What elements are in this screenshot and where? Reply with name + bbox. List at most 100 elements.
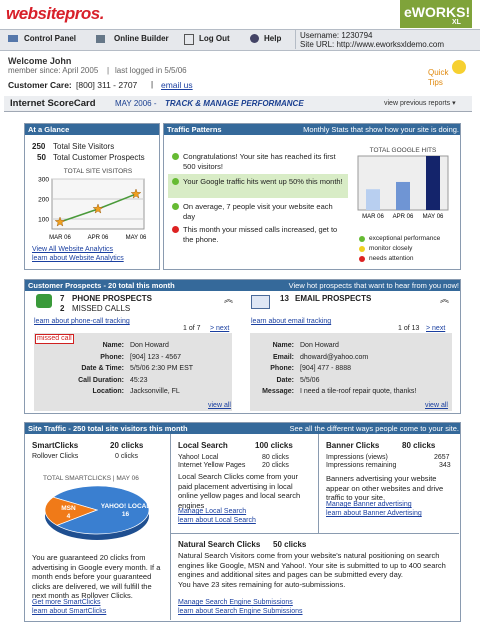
care-phone: [800] 311 - 2707 [76,80,138,90]
slice-label: MSN [61,505,76,512]
bar [396,181,410,210]
link[interactable]: View All Website Analytics [32,246,114,253]
traffic-item: Your Google traffic hits went up 50% thi… [183,177,343,186]
field-label: Location: [92,388,125,395]
brand: eWORKS! [404,4,471,20]
view-all[interactable]: view all [425,402,448,409]
traffic-item: On average, 7 people visit your website … [183,202,333,221]
link[interactable]: Manage Local Search [178,508,247,515]
clicks: 20 clicks [110,441,144,450]
stat-value: 250 [32,142,46,151]
count: 7 [60,294,65,303]
link[interactable]: learn about Search Engine Submissions [178,608,303,615]
x-tick-label: MAY 06 [126,235,147,241]
icon [8,35,18,42]
site-url: Site URL: http://www.eworksxldemo.com [300,40,445,49]
previous-reports[interactable]: view previous reports ▾ [384,100,456,107]
icon [250,34,259,43]
icon [184,34,194,45]
site-traffic-note: See all the different ways people come t… [289,424,459,433]
traffic-title: Traffic Patterns [167,125,222,134]
collapse[interactable]: ︽ [224,294,234,304]
description: You have 23 sites remaining for auto-sub… [178,580,346,589]
field-value: 5/5/06 [300,376,320,384]
detail-panel [250,333,452,411]
status-dot [172,226,179,233]
link[interactable]: Manage Search Engine Submissions [178,599,293,606]
y-tick-label: 100 [38,217,49,224]
slice-label: YAHOO! LOCAL [101,503,151,510]
clicks: 50 clicks [273,540,307,549]
field-label: Date: [276,376,294,384]
y-tick-label: 300 [38,177,49,184]
member-since: member since: April 2005 [8,66,99,75]
field-label: Phone: [270,365,294,372]
site-traffic-box [24,422,461,622]
field-value: dhoward@yahoo.com [300,353,369,361]
email-icon [251,295,270,309]
nav-item: Control Panel [24,34,77,43]
divider [318,434,319,533]
tips-icon [452,60,466,74]
divider [171,533,459,534]
legend-label: monitor closely [369,245,413,252]
x-tick-label: MAR 06 [362,214,384,220]
separator: | [107,66,110,75]
traffic-item: Congratulations! Your site has reached i… [183,152,336,171]
nav-item: Online Builder [114,34,169,43]
pie-slice [44,496,99,526]
count: 2 [60,304,65,313]
col-title: Natural Search Clicks [178,540,261,549]
label: EMAIL PROSPECTS [295,294,372,303]
legend-dot [359,236,365,242]
pager: 1 of 13 [398,325,420,332]
field-label: Date & Time: [81,365,124,372]
stat-value: 50 [37,153,46,162]
clicks: 80 clicks [402,441,436,450]
x-tick-label: MAY 06 [423,214,444,220]
next[interactable]: > next [210,325,230,332]
link[interactable]: learn about Website Analytics [32,255,124,262]
care-label: Customer Care: [8,80,72,90]
col-title: Local Search [178,441,228,450]
row-value: 343 [439,462,451,469]
link[interactable]: learn about email tracking [251,318,332,325]
field-value: 45:23 [130,376,148,384]
link[interactable]: learn about SmartClicks [32,608,107,615]
field-value: 5/5/06 2:30 PM EST [130,365,194,372]
label: MISSED CALLS [72,304,131,313]
link[interactable]: Get more SmartClicks [32,599,101,606]
description: You are guaranteed 20 clicks from advert… [32,553,161,600]
collapse[interactable]: ︽ [440,294,450,304]
traffic-note: Monthly Stats that show how your site is… [303,125,459,134]
email-link[interactable]: email us [161,80,193,90]
nav-divider [295,30,296,49]
legend-label: needs attention [369,255,414,262]
view-all[interactable]: view all [208,402,231,409]
link[interactable]: learn about Local Search [178,517,256,524]
row-value: 0 clicks [115,453,138,460]
bar [366,189,380,210]
row-value: 20 clicks [262,462,289,469]
description: Natural Search Visitors come from your w… [178,551,446,579]
field-label: Email: [272,353,294,361]
legend-dot [359,256,365,262]
link[interactable]: Manage Banner advertising [326,501,412,508]
link[interactable]: learn about phone-call tracking [34,318,130,325]
row-label: Internet Yellow Pages [178,462,246,469]
field-label: Name: [272,342,294,349]
pie-slice [52,485,150,535]
row-label: Yahoo! Local [178,454,219,461]
box-header [164,124,460,135]
bar [426,156,440,210]
row-value: 2657 [434,454,450,461]
quick-tips[interactable]: Quick Tips [428,68,449,87]
next[interactable]: > next [426,325,446,332]
detail-panel [34,333,232,411]
scorecard-period: MAY 2006 - [115,99,157,108]
field-label: Call Duration: [78,376,124,384]
icon [96,35,105,43]
last-login: last logged in 5/5/06 [115,66,187,75]
field-value: Don Howard [130,342,169,349]
link[interactable]: learn about Banner Advertising [326,510,422,517]
